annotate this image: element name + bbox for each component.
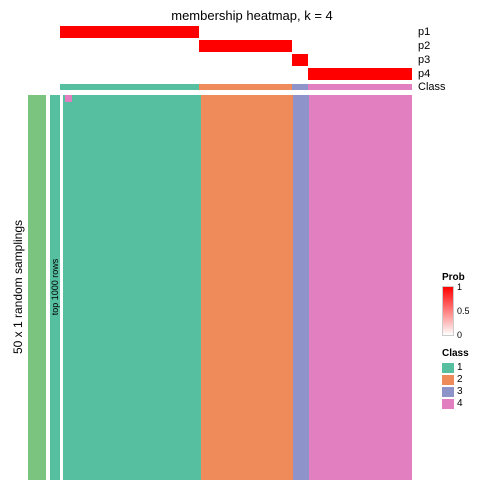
legend-class-item: 4: [442, 398, 469, 410]
legend-swatch: [442, 387, 454, 397]
legend-class: Class 1234: [442, 348, 469, 410]
legend-prob: Prob 10.50: [442, 272, 465, 338]
chart-title: membership heatmap, k = 4: [0, 8, 504, 23]
legend-prob-tick: 0: [457, 330, 462, 340]
p-row-label: p4: [418, 68, 430, 80]
sampling-sidebar-label: 50 x 1 random samplings: [11, 207, 25, 367]
legend-class-item: 1: [442, 362, 469, 374]
heatmap-body: [63, 95, 412, 480]
legend-class-item: 3: [442, 386, 469, 398]
p-row-p2: [60, 40, 412, 52]
legend-swatch: [442, 375, 454, 385]
legend-swatch: [442, 399, 454, 409]
legend-prob-gradient: 10.50: [442, 286, 454, 336]
class-annotation-row: [60, 84, 412, 90]
p-row-label: p2: [418, 40, 430, 52]
class-row-label: Class: [418, 81, 446, 93]
rows-sidebar-label: top 1000 rows: [50, 230, 60, 344]
p-row-label: p1: [418, 26, 430, 38]
p-row-p3: [60, 54, 412, 66]
legend-class-title: Class: [442, 348, 469, 359]
legend-item-label: 4: [457, 398, 463, 410]
legend-item-label: 2: [457, 374, 463, 386]
legend-item-label: 3: [457, 386, 463, 398]
legend-swatch: [442, 363, 454, 373]
sampling-sidebar: [28, 95, 46, 480]
heatmap-outlier: [65, 95, 72, 102]
legend-prob-tick: 0.5: [457, 306, 470, 316]
p-row-label: p3: [418, 54, 430, 66]
p-row-p1: [60, 26, 412, 38]
legend-prob-tick: 1: [457, 282, 462, 292]
legend-item-label: 1: [457, 362, 463, 374]
legend-class-item: 2: [442, 374, 469, 386]
p-row-p4: [60, 68, 412, 80]
